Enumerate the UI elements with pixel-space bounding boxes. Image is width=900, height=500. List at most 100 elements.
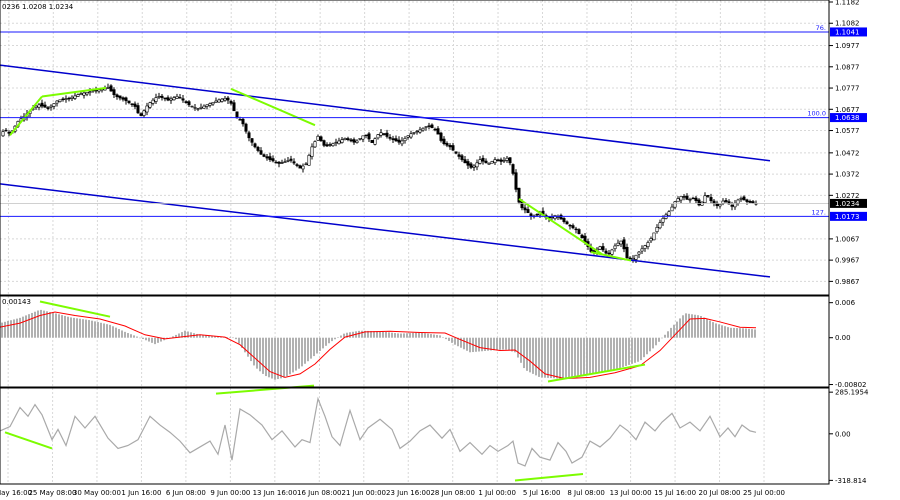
macd-histogram-bar <box>280 337 282 379</box>
candle <box>64 95 68 103</box>
candle-body <box>166 97 170 101</box>
candle-body <box>175 96 179 99</box>
candle-body <box>367 133 371 140</box>
candle <box>247 131 251 142</box>
candle <box>499 157 503 166</box>
candle-body <box>346 138 350 140</box>
macd-histogram-bar <box>634 337 636 363</box>
candle <box>490 160 494 164</box>
candle <box>109 84 113 92</box>
macd-histogram-bar <box>733 327 735 338</box>
candle <box>49 104 53 111</box>
candle <box>277 161 281 168</box>
macd-histogram-bar <box>484 337 486 351</box>
macd-histogram-bar <box>256 337 258 369</box>
candle <box>682 194 686 201</box>
candle-body <box>397 139 401 143</box>
candle-body <box>652 232 656 241</box>
divergence-line <box>518 198 603 256</box>
candle-body <box>415 130 419 133</box>
candle <box>76 93 80 98</box>
candle-body <box>508 157 512 164</box>
macd-histogram-bar <box>640 337 642 361</box>
macd-histogram-bar <box>643 337 645 358</box>
candle <box>73 92 77 100</box>
candle <box>193 104 197 111</box>
candle-body <box>604 250 608 254</box>
macd-histogram-bar <box>511 337 513 352</box>
candle-body <box>40 102 44 107</box>
candle-body <box>244 123 248 132</box>
divergence-line <box>41 86 107 98</box>
candle-body <box>391 138 395 140</box>
candle-body <box>673 201 677 208</box>
macd-histogram-bar <box>235 337 237 340</box>
candle-body <box>256 147 260 151</box>
time-axis-label: 30 May 00:00 <box>73 489 121 497</box>
macd-histogram-bar <box>322 337 324 349</box>
candle <box>439 131 443 143</box>
candle-body <box>274 161 278 164</box>
candle-body <box>481 157 485 162</box>
candle-body <box>724 200 728 202</box>
macd-histogram-bar <box>388 332 390 338</box>
candle-body <box>169 98 173 101</box>
candle <box>205 104 209 110</box>
macd-histogram-bar <box>247 337 249 357</box>
macd-divergence-line <box>547 363 646 383</box>
macd-histogram-bar <box>58 314 60 338</box>
macd-histogram-bar <box>625 337 627 366</box>
price-axis-label: 1.1182 <box>835 0 860 7</box>
candle <box>409 130 413 139</box>
macd-histogram-bar <box>532 337 534 374</box>
macd-histogram-bar <box>298 337 300 369</box>
macd-histogram-bar <box>70 317 72 338</box>
candle <box>391 135 395 144</box>
candle-body <box>124 97 128 102</box>
candle <box>703 192 707 204</box>
candle-body <box>37 104 41 108</box>
candle <box>271 155 275 163</box>
macd-histogram-bar <box>613 337 615 370</box>
candle-body <box>232 102 236 112</box>
candle <box>571 223 575 230</box>
macd-histogram-bar <box>346 332 348 338</box>
candle <box>199 103 203 110</box>
macd-histogram-bar <box>43 310 45 338</box>
candle <box>625 243 629 261</box>
candle <box>601 243 605 252</box>
candle <box>640 245 644 255</box>
candle-body <box>622 239 626 250</box>
candle-body <box>574 228 578 231</box>
time-axis-label: 8 Jul 08:00 <box>567 489 605 497</box>
candle <box>646 240 650 250</box>
macd-histogram-bar <box>121 330 123 338</box>
candle <box>127 100 131 105</box>
candle-body <box>607 252 611 255</box>
candle <box>40 99 44 109</box>
macd-histogram-bar <box>250 337 252 362</box>
macd-histogram-bar <box>10 320 12 338</box>
candle-body <box>436 128 440 135</box>
macd-histogram-bar <box>475 337 477 352</box>
macd-histogram-bar <box>160 337 162 342</box>
candle-body <box>1 131 5 137</box>
candle-body <box>640 248 644 252</box>
candle-body <box>250 138 254 143</box>
macd-histogram-bar <box>385 331 387 338</box>
fibonacci-level-label: 127. <box>812 208 826 216</box>
grid-line-vertical <box>363 0 366 485</box>
candle <box>379 129 383 138</box>
candle <box>394 135 398 142</box>
macd-histogram-bar <box>13 319 15 338</box>
time-axis-label: 16 Jun 08:00 <box>297 489 341 497</box>
candle-body <box>340 139 344 143</box>
macd-histogram-bar <box>31 312 33 338</box>
macd-histogram-bar <box>115 327 117 338</box>
candle <box>232 99 236 112</box>
macd-histogram-bar <box>100 322 102 338</box>
candle <box>151 98 155 106</box>
candle-body <box>280 162 284 164</box>
